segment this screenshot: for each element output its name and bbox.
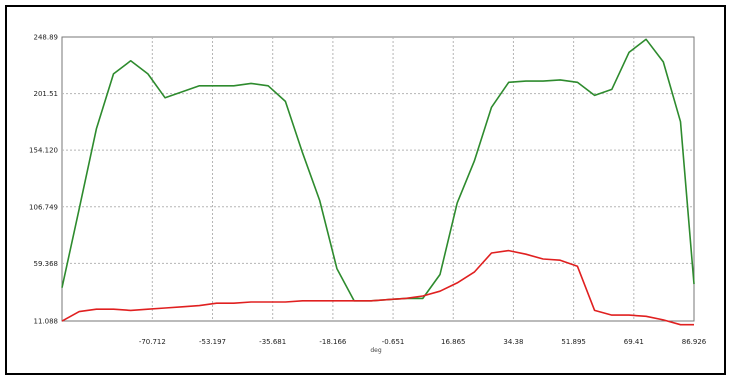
x-tick-label: -70.712 bbox=[139, 338, 166, 346]
x-tick-label: 51.895 bbox=[561, 338, 586, 346]
y-axis: 248.89 201.51 154.120 106.749 59.368 11.088 bbox=[29, 34, 58, 326]
y-tick-label: 59.368 bbox=[34, 260, 59, 268]
x-tick-label: -18.166 bbox=[319, 338, 347, 346]
series-line-2 bbox=[61, 249, 694, 326]
x-tick-label: -0.651 bbox=[382, 338, 405, 346]
y-tick-label: 11.088 bbox=[34, 318, 59, 326]
x-tick-label: 34.38 bbox=[503, 338, 523, 346]
x-tick-label: -53.197 bbox=[199, 338, 226, 346]
x-tick-label: 69.41 bbox=[624, 338, 644, 346]
y-tick-label: 154.120 bbox=[29, 147, 58, 155]
x-axis-label: deg bbox=[370, 347, 382, 354]
x-tick-label: 86.926 bbox=[682, 338, 707, 346]
x-tick-label: -35.681 bbox=[259, 338, 286, 346]
plot-area bbox=[61, 36, 695, 322]
series-group bbox=[61, 38, 695, 326]
grid bbox=[62, 37, 694, 321]
y-tick-label: 201.51 bbox=[34, 90, 59, 98]
x-axis: -70.712 -53.197 -35.681 -18.166 -0.651 16.865… bbox=[139, 338, 707, 346]
x-tick-label: 16.865 bbox=[441, 338, 466, 346]
y-tick-label: 248.89 bbox=[34, 34, 59, 42]
y-tick-label: 106.749 bbox=[29, 203, 58, 211]
